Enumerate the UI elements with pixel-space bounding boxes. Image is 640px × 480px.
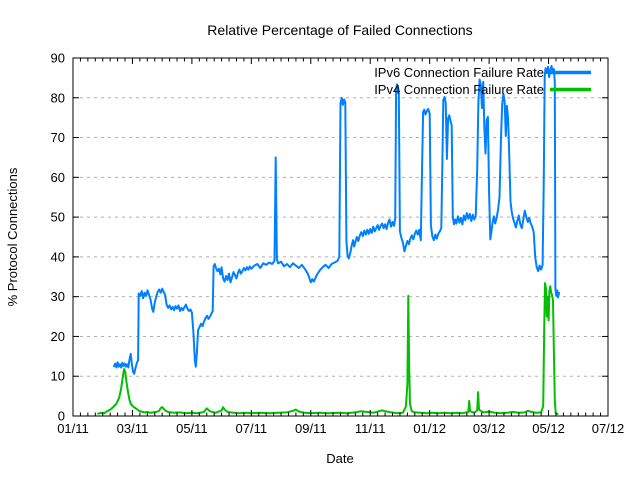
y-tick-label-70: 70 xyxy=(51,130,65,145)
x-tick-label-05-12: 05/12 xyxy=(532,421,565,436)
x-tick-label-03-11: 03/11 xyxy=(117,421,149,436)
x-tick-label-03-12: 03/12 xyxy=(473,421,506,436)
x-tick-label-11-11: 11/11 xyxy=(355,421,386,436)
axis-ticks xyxy=(72,57,609,417)
legend-label-ipv4: IPv4 Connection Failure Rate xyxy=(374,82,544,97)
x-tick-label-01-12: 01/12 xyxy=(413,421,446,436)
y-tick-label-40: 40 xyxy=(51,249,65,264)
y-tick-label-90: 90 xyxy=(51,51,65,66)
series-line-ipv6 xyxy=(113,65,560,375)
y-tick-labels: 0 10 20 30 40 50 60 70 80 90 xyxy=(51,51,65,424)
y-tick-label-80: 80 xyxy=(51,90,65,105)
y-axis-label: % Protocol Connections xyxy=(5,167,20,306)
y-tick-label-60: 60 xyxy=(51,170,65,185)
x-axis-label: Date xyxy=(326,451,353,466)
x-tick-label-01-11: 01/11 xyxy=(57,421,89,436)
chart-title: Relative Percentage of Failed Connection… xyxy=(207,22,472,38)
y-tick-label-0: 0 xyxy=(58,409,65,424)
x-tick-label-07-11: 07/11 xyxy=(236,421,268,436)
y-tick-label-10: 10 xyxy=(51,369,65,384)
data-series xyxy=(97,65,560,415)
x-tick-labels: 01/11 03/11 05/11 07/11 09/11 11/11 01/12 03/12… xyxy=(57,421,624,436)
y-tick-label-50: 50 xyxy=(51,210,65,225)
x-tick-label-09-11: 09/11 xyxy=(295,421,327,436)
x-tick-label-05-11: 05/11 xyxy=(176,421,208,436)
series-line-ipv4 xyxy=(97,282,559,415)
legend-label-ipv6: IPv6 Connection Failure Rate xyxy=(374,65,544,80)
y-tick-label-20: 20 xyxy=(51,329,65,344)
x-tick-label-07-12: 07/12 xyxy=(592,421,625,436)
y-tick-label-30: 30 xyxy=(51,289,65,304)
legend: IPv6 Connection Failure Rate IPv4 Connec… xyxy=(374,65,591,97)
